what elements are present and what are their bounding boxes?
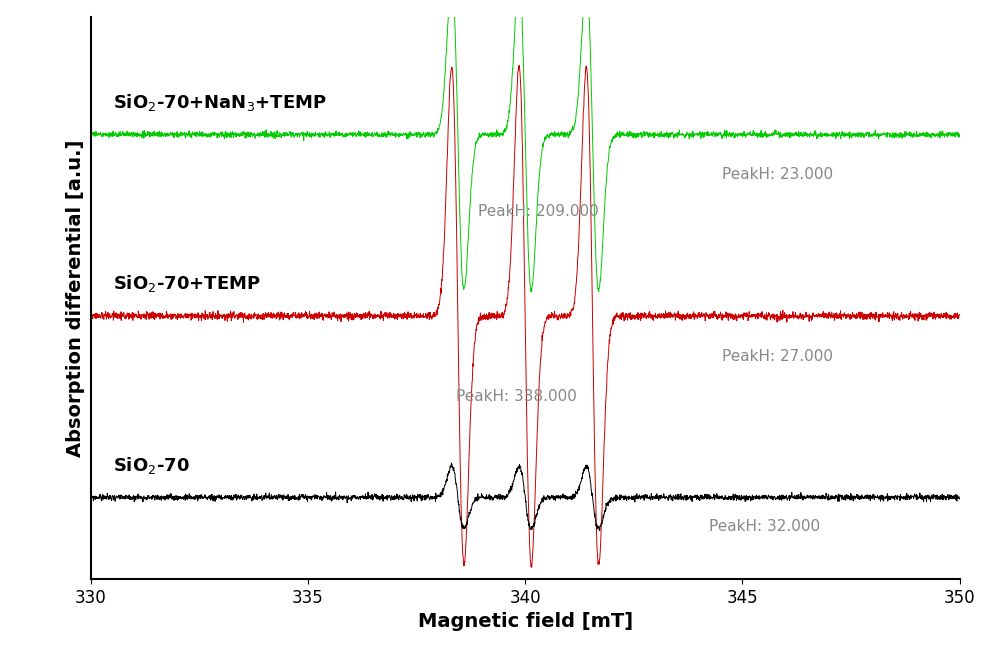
Text: PeakH: 27.000: PeakH: 27.000 bbox=[721, 349, 832, 364]
Text: SiO$_2$-70+NaN$_3$+TEMP: SiO$_2$-70+NaN$_3$+TEMP bbox=[112, 92, 326, 113]
Text: PeakH: 209.000: PeakH: 209.000 bbox=[478, 203, 598, 218]
Text: SiO$_2$-70+TEMP: SiO$_2$-70+TEMP bbox=[112, 273, 260, 294]
X-axis label: Magnetic field [mT]: Magnetic field [mT] bbox=[418, 612, 633, 631]
Text: PeakH: 338.000: PeakH: 338.000 bbox=[456, 389, 577, 404]
Text: PeakH: 23.000: PeakH: 23.000 bbox=[721, 167, 832, 182]
Y-axis label: Absorption differential [a.u.]: Absorption differential [a.u.] bbox=[66, 139, 85, 457]
Text: SiO$_2$-70: SiO$_2$-70 bbox=[112, 455, 189, 476]
Text: PeakH: 32.000: PeakH: 32.000 bbox=[708, 519, 819, 534]
